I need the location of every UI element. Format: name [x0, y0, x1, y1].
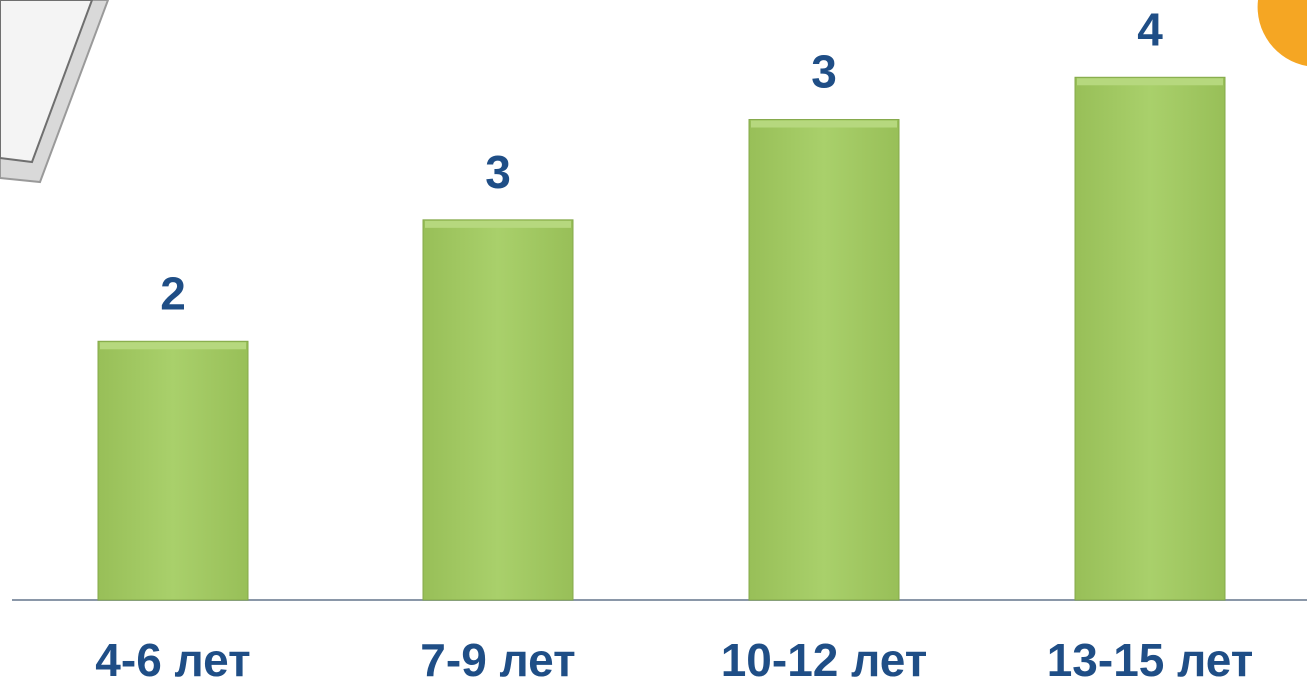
bar-top-bevel [100, 342, 246, 350]
value-labels: 2 3 3 4 [160, 3, 1163, 319]
bar-body [422, 219, 574, 601]
bar-body [1074, 76, 1226, 601]
tablet-icon [0, 0, 110, 184]
category-labels: 4-6 лет 7-9 лет 10-12 лет 13-15 лет [95, 634, 1254, 686]
bar [422, 219, 574, 601]
bar [748, 119, 900, 601]
orange-circle-icon [1257, 0, 1307, 66]
bar-body [97, 340, 249, 601]
bar-value-label: 4 [1137, 3, 1163, 55]
bar-body [748, 119, 900, 601]
category-label: 4-6 лет [95, 634, 250, 682]
bar-top-bevel [425, 220, 571, 228]
bar-top-bevel [1077, 78, 1223, 86]
bar [97, 340, 249, 601]
bar [1074, 76, 1226, 601]
category-label: 13-15 лет [1047, 634, 1254, 682]
bar-value-label: 3 [811, 46, 837, 98]
bar-value-label: 3 [485, 146, 511, 198]
category-label: 7-9 лет [420, 634, 575, 682]
category-label: 10-12 лет [721, 634, 928, 682]
bars [97, 76, 1226, 601]
bar-value-label: 2 [160, 267, 186, 319]
bar-top-bevel [751, 120, 897, 128]
